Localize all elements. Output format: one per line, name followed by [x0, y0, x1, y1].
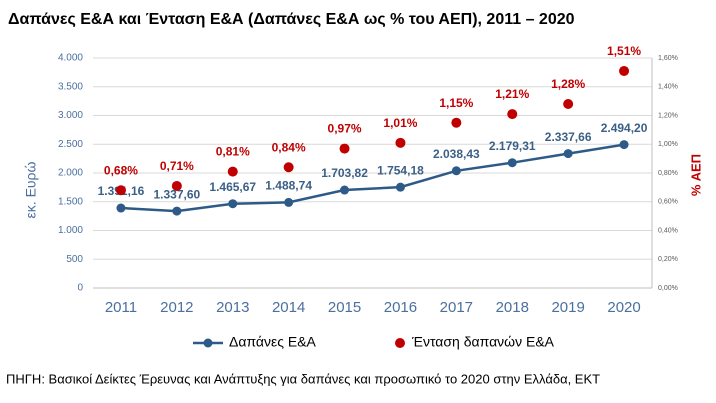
data-label: 2.038,43	[433, 147, 480, 161]
scatter-point	[619, 65, 630, 76]
y2-tick-label: 1,40%	[658, 84, 678, 91]
data-label: 1,28%	[551, 77, 585, 91]
data-label: 0,81%	[216, 145, 250, 159]
line-marker	[507, 158, 517, 168]
scatter-point	[283, 162, 294, 173]
legend-marker	[203, 338, 213, 348]
line-marker	[451, 166, 461, 176]
data-label: 1.465,67	[209, 180, 256, 194]
y2-tick-label: 0,80%	[658, 170, 678, 177]
y2-tick-label: 0,40%	[658, 227, 678, 234]
scatter-point	[395, 137, 406, 148]
y2-tick-label: 1,20%	[658, 112, 678, 119]
y2-tick-label: 1,60%	[658, 55, 678, 62]
data-label: 0,68%	[104, 163, 138, 177]
scatter-point	[115, 185, 126, 196]
y-tick-label: 3.500	[58, 81, 83, 92]
data-label: 1,51%	[607, 44, 641, 58]
data-label: 1,21%	[495, 87, 529, 101]
chart-title: Δαπάνες Ε&Α και Ένταση Ε&Α (Δαπάνες Ε&Α …	[8, 11, 575, 28]
y-axis-label: εκ. Ευρώ	[23, 161, 39, 218]
scatter-point	[227, 166, 238, 177]
line-marker	[228, 199, 238, 209]
x-tick-label: 2017	[440, 299, 473, 316]
legend-label: Ένταση δαπανών Ε&Α	[411, 334, 555, 350]
x-tick-label: 2018	[496, 299, 529, 316]
x-tick-label: 2016	[384, 299, 417, 316]
x-tick-label: 2014	[272, 299, 305, 316]
data-label: 0,71%	[160, 159, 194, 173]
line-marker	[395, 182, 405, 192]
y-tick-label: 2.000	[58, 168, 83, 179]
line-marker	[563, 149, 573, 159]
y2-tick-label: 0,00%	[658, 285, 678, 292]
y-tick-label: 1.500	[58, 196, 83, 207]
data-line	[120, 143, 625, 213]
data-label: 0,97%	[328, 122, 362, 136]
data-label: 2.337,66	[545, 130, 592, 144]
data-label: 1,01%	[383, 116, 417, 130]
scatter-point	[451, 117, 462, 128]
scatter-point	[339, 143, 350, 154]
data-label: 1,15%	[439, 96, 473, 110]
data-label: 2.494,20	[601, 121, 648, 135]
legend-label: Δαπάνες Ε&Α	[229, 334, 317, 350]
x-tick-label: 2011	[105, 299, 137, 316]
y-tick-label: 0	[77, 283, 83, 294]
data-label: 0,84%	[272, 140, 306, 154]
x-tick-label: 2019	[551, 299, 584, 316]
source-note: ΠΗΓΗ: Βασικοί Δείκτες Έρευνας και Ανάπτυ…	[6, 371, 600, 386]
line-marker	[284, 197, 294, 207]
scatter-point	[563, 99, 574, 109]
y-tick-label: 4.000	[58, 53, 83, 64]
legend-marker	[395, 338, 405, 348]
line-marker	[172, 206, 182, 216]
y-tick-label: 3.000	[58, 110, 83, 121]
x-tick-label: 2013	[216, 299, 249, 316]
scatter-point	[171, 180, 182, 191]
y2-tick-label: 1,00%	[658, 141, 678, 148]
data-label: 1.337,60	[153, 187, 200, 201]
line-marker	[340, 185, 350, 195]
x-tick-label: 2020	[607, 299, 640, 316]
line-marker	[116, 203, 126, 213]
y2-axis-label: % ΑΕΠ	[688, 154, 703, 196]
y-tick-label: 1.000	[58, 225, 83, 236]
x-tick-label: 2015	[328, 299, 361, 316]
data-label: 1.703,82	[321, 166, 368, 180]
y-tick-label: 2.500	[58, 139, 83, 150]
y2-tick-label: 0,60%	[658, 199, 678, 206]
x-tick-label: 2012	[160, 299, 193, 316]
data-label: 1.754,18	[377, 163, 424, 177]
data-label: 1.488,74	[265, 179, 312, 193]
data-label: 2.179,31	[489, 139, 536, 153]
scatter-point	[507, 109, 518, 120]
y-tick-label: 500	[66, 254, 83, 265]
y2-tick-label: 0,20%	[658, 256, 678, 263]
line-marker	[619, 140, 629, 150]
